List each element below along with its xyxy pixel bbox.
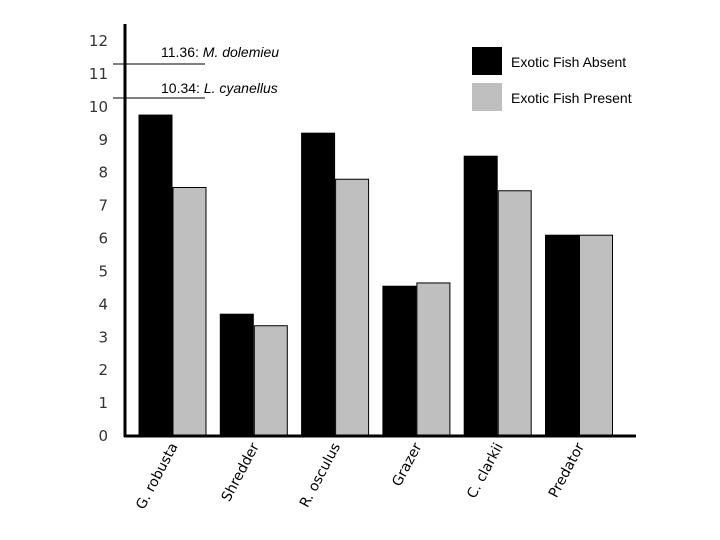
x-tick-label: R. osculus xyxy=(297,440,344,510)
bar-present xyxy=(416,282,451,437)
bar-absent xyxy=(138,114,173,437)
annotation-separator: : xyxy=(195,44,203,60)
x-tick-label: G. robusta xyxy=(133,440,181,512)
bar-present xyxy=(172,186,207,437)
bars xyxy=(138,114,613,437)
y-tick-label: 6 xyxy=(98,230,108,248)
y-tick-label: 8 xyxy=(98,164,108,182)
bar-absent xyxy=(301,132,336,437)
legend-label-absent: Exotic Fish Absent xyxy=(511,54,626,70)
y-tick-label: 3 xyxy=(98,328,108,346)
bar-absent xyxy=(545,234,579,437)
annotation-separator: : xyxy=(196,80,204,96)
bar-absent xyxy=(219,313,254,437)
x-axis-tick-labels: G. robusta Shredder R. osculus Grazer C. cla… xyxy=(133,440,588,512)
y-tick-label: 4 xyxy=(98,295,108,313)
annotation-species: L. cyanellus xyxy=(204,80,278,96)
y-tick-label: 5 xyxy=(98,262,108,280)
y-tick-label: 2 xyxy=(98,361,108,379)
annotation-value: 10.34 xyxy=(161,80,196,96)
y-tick-label: 10 xyxy=(89,98,108,116)
y-tick-label: 0 xyxy=(98,427,108,445)
y-tick-label: 12 xyxy=(89,32,108,50)
annotations: 11.36: M. dolemieu 10.34: L. cyanellus xyxy=(113,44,279,99)
y-tick-label: 7 xyxy=(98,197,108,215)
bar-present xyxy=(335,178,370,437)
bar-present xyxy=(253,325,288,437)
annot-dolomieu: 11.36: M. dolemieu xyxy=(161,44,279,60)
annotation-value: 11.36 xyxy=(161,44,195,60)
x-tick-label: C. clarkii xyxy=(464,440,507,501)
legend-label-present: Exotic Fish Present xyxy=(511,90,632,106)
legend-swatch-present xyxy=(472,83,502,111)
annotation-species: M. dolemieu xyxy=(203,44,279,60)
bar-absent xyxy=(382,285,417,437)
axes xyxy=(123,24,636,438)
y-tick-label: 11 xyxy=(89,65,108,83)
y-tick-label: 9 xyxy=(98,131,108,149)
bar-present xyxy=(579,234,613,437)
x-tick-label: Grazer xyxy=(389,440,425,489)
y-tick-label: 1 xyxy=(98,394,108,412)
bar-absent xyxy=(463,155,498,437)
x-tick-label: Predator xyxy=(546,440,588,500)
annot-cyanellus: 10.34: L. cyanellus xyxy=(161,80,278,96)
x-tick-label: Shredder xyxy=(219,440,263,504)
bar-present xyxy=(497,190,532,437)
legend: Exotic Fish Absent Exotic Fish Present xyxy=(472,47,632,111)
legend-swatch-absent xyxy=(472,47,502,75)
